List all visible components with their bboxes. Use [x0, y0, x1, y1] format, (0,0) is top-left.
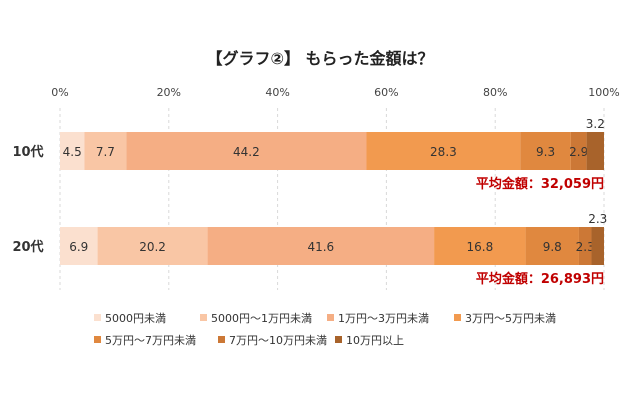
data-label: 9.8: [543, 240, 562, 254]
bar-segment: [366, 132, 521, 170]
chart-title: 【グラフ②】 もらった金額は？: [206, 49, 433, 68]
data-label: 44.2: [233, 145, 260, 159]
legend-swatch: [454, 314, 461, 321]
legend-label: 3万円～5万円未満: [465, 312, 556, 325]
x-axis-ticks: 0% 20% 40% 60% 80% 100%: [51, 86, 619, 99]
bar-segment: [525, 227, 579, 265]
bar-segment: [578, 227, 592, 265]
data-label: 2.9: [569, 145, 588, 159]
legend-swatch: [327, 314, 334, 321]
category-label: 10代: [12, 144, 43, 160]
x-tick-label: 20%: [157, 86, 181, 99]
legend-swatch: [94, 336, 101, 343]
bar-segment: [207, 227, 435, 265]
bar-segment: [591, 227, 604, 265]
legend-label: 5000円～1万円未満: [211, 312, 312, 325]
data-label: 20.2: [139, 240, 166, 254]
bar-segment: [97, 227, 208, 265]
legend: 5000円未満 5000円～1万円未満 1万円～3万円未満 3万円～5万円未満 5万円～…: [94, 312, 556, 347]
legend-swatch: [335, 336, 342, 343]
data-label: 3.2: [586, 117, 605, 131]
data-label: 28.3: [430, 145, 457, 159]
legend-label: 10万円以上: [346, 334, 404, 347]
bar-segment: [126, 132, 367, 170]
data-label: 6.9: [69, 240, 88, 254]
bar-segment: [570, 132, 587, 170]
bar-segment: [434, 227, 526, 265]
legend-swatch: [200, 314, 207, 321]
data-label: 4.5: [63, 145, 82, 159]
data-label: 9.3: [536, 145, 555, 159]
category-label: 20代: [12, 239, 43, 255]
bars: 10代 4.5 7.7 44.2 28.3 9.3 2.9 3.2 平均金額：32,059円 20…: [12, 117, 607, 287]
legend-label: 1万円～3万円未満: [338, 312, 429, 325]
bar-segment: [60, 227, 98, 265]
x-tick-label: 60%: [374, 86, 398, 99]
data-label: 2.3: [588, 212, 607, 226]
average-annotation: 平均金額：26,893円: [476, 271, 604, 287]
average-annotation: 平均金額：32,059円: [476, 176, 604, 192]
bar-segment: [60, 132, 85, 170]
data-label: 7.7: [96, 145, 115, 159]
x-tick-label: 100%: [588, 86, 619, 99]
x-tick-label: 0%: [51, 86, 68, 99]
bar-segment: [520, 132, 571, 170]
legend-label: 7万円～10万円未満: [229, 334, 327, 347]
bar-segment: [84, 132, 127, 170]
legend-label: 5000円未満: [105, 312, 166, 325]
data-label: 16.8: [466, 240, 493, 254]
x-tick-label: 80%: [483, 86, 507, 99]
data-label: 41.6: [307, 240, 334, 254]
legend-label: 5万円～7万円未満: [105, 334, 196, 347]
bar-segment: [586, 132, 604, 170]
data-label: 2.3: [576, 240, 595, 254]
legend-swatch: [218, 336, 225, 343]
x-tick-label: 40%: [265, 86, 289, 99]
legend-swatch: [94, 314, 101, 321]
